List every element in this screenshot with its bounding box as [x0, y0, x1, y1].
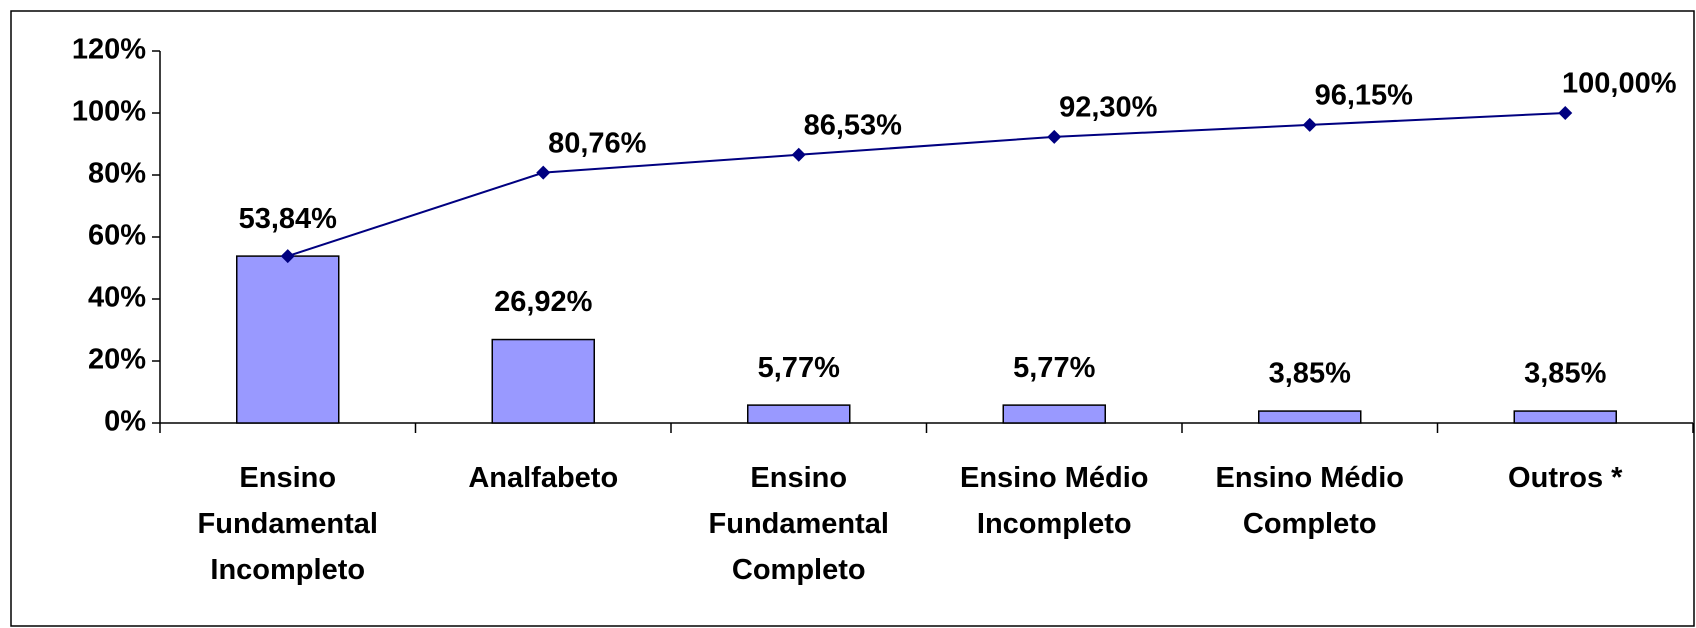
bar — [747, 404, 851, 424]
y-tick-label: 120% — [72, 34, 146, 66]
line-marker — [280, 249, 295, 264]
x-tick-label: Ensino Médio Incompleto — [960, 462, 1149, 540]
y-tick-label: 20% — [88, 344, 146, 376]
line-marker — [1558, 106, 1573, 120]
bar — [491, 338, 595, 424]
x-tick-label: Ensino Fundamental Incompleto — [197, 462, 378, 586]
line-value-label: 96,15% — [1315, 80, 1414, 112]
y-tick-label: 0% — [104, 406, 146, 438]
line-marker — [791, 147, 806, 162]
line-marker — [1047, 129, 1062, 144]
line-value-label: 86,53% — [804, 109, 903, 141]
line-value-label: 100,00% — [1562, 68, 1677, 100]
bar-value-label: 5,77% — [1013, 352, 1095, 384]
y-tick-label: 40% — [88, 282, 146, 314]
bar — [1258, 410, 1362, 424]
x-tick-label: Ensino Médio Completo — [1215, 462, 1405, 540]
bar — [236, 255, 340, 424]
bar-value-label: 3,85% — [1524, 358, 1606, 390]
x-tick-label: Analfabeto — [468, 462, 619, 494]
line-value-label: 92,30% — [1059, 92, 1158, 124]
bar-value-label: 53,84% — [239, 203, 338, 235]
line-marker — [536, 165, 551, 180]
y-tick-label: 80% — [88, 158, 146, 190]
bar-value-label: 26,92% — [494, 286, 593, 318]
cumulative-line — [287, 112, 1566, 258]
bar — [1002, 404, 1106, 424]
bar — [1513, 410, 1617, 424]
x-tick-label: Ensino Fundamental Completo — [708, 462, 889, 586]
line-marker — [1302, 117, 1317, 132]
bar-value-label: 3,85% — [1269, 358, 1351, 390]
y-tick-label: 100% — [72, 96, 146, 128]
bar-value-label: 5,77% — [758, 352, 840, 384]
line-value-label: 80,76% — [548, 127, 647, 159]
y-tick-label: 60% — [88, 220, 146, 252]
x-tick-label: Outros * — [1508, 462, 1623, 494]
